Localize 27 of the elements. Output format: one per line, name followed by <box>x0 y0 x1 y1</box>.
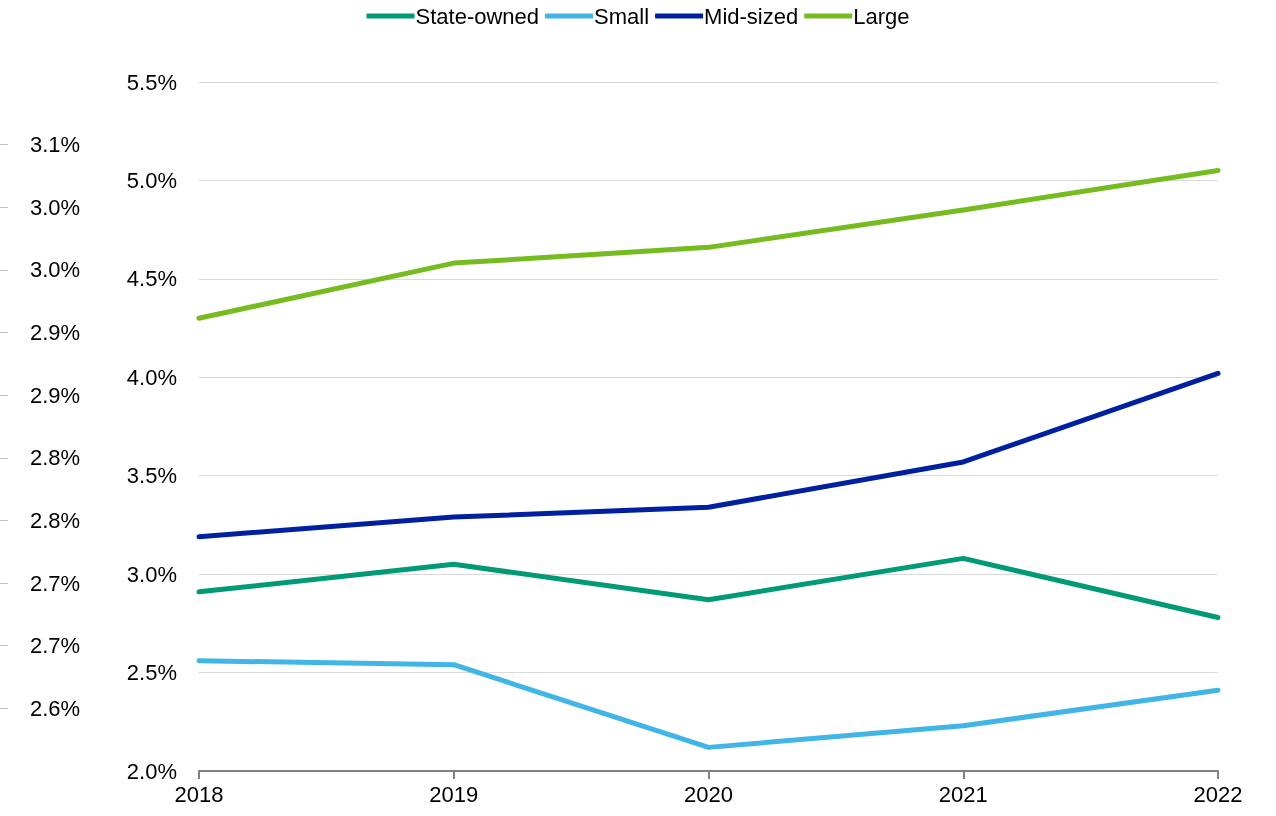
y2-tick-label: 3.1% <box>30 132 81 158</box>
y2-tick-label: 2.7% <box>30 570 81 596</box>
y-tick-label: 4.0% <box>126 364 177 390</box>
y-tick-label: 2.0% <box>126 758 177 784</box>
x-tick-label: 2020 <box>684 781 733 807</box>
legend-label: State-owned <box>415 3 540 29</box>
legend-label: Mid-sized <box>704 3 799 29</box>
y2-tick-label: 2.6% <box>30 695 81 721</box>
y2-tick-label: 3.0% <box>30 257 81 283</box>
x-tick-label: 2021 <box>938 781 988 807</box>
x-tick-label: 2018 <box>174 781 224 807</box>
y2-tick-label: 3.0% <box>30 194 81 220</box>
y-tick-label: 5.0% <box>126 167 177 193</box>
legend-label: Small <box>594 3 650 29</box>
y2-tick-label: 2.9% <box>30 382 81 408</box>
y2-tick-label: 2.8% <box>30 507 81 533</box>
y-tick-label: 2.5% <box>126 660 177 686</box>
y2-tick-label: 2.8% <box>30 445 81 471</box>
y-tick-label: 3.5% <box>126 463 177 489</box>
y-tick-label: 3.0% <box>126 561 177 587</box>
x-tick-label: 2022 <box>1193 781 1243 807</box>
x-tick-label: 2019 <box>429 781 479 807</box>
y2-tick-label: 2.9% <box>30 320 81 346</box>
y2-tick-label: 2.7% <box>30 633 81 659</box>
legend-label: Large <box>853 3 910 29</box>
y-tick-label: 5.5% <box>126 69 177 95</box>
y-tick-label: 4.5% <box>126 266 177 292</box>
